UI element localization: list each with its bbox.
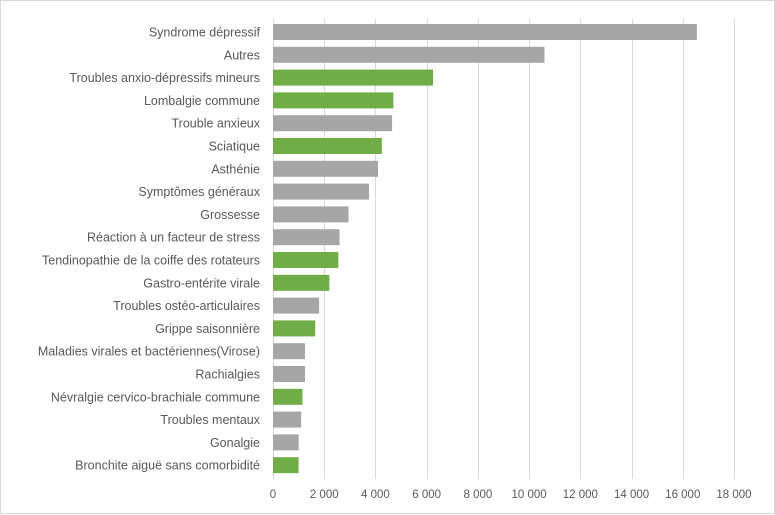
x-tick-label: 10 000 — [512, 489, 547, 501]
category-labels: Syndrome dépressif Autres Troubles anxio-d… — [38, 26, 261, 473]
x-axis-tick-labels: 0 2 000 4 000 6 000 8 000 10 000 12 000 14 000 1… — [270, 489, 752, 501]
category-label: Rachialgies — [195, 368, 260, 382]
category-label: Névralgie cervico-brachiale commune — [51, 390, 260, 404]
bar — [273, 457, 299, 474]
category-label: Tendinopathie de la coiffe des rotateurs — [42, 254, 260, 268]
bar — [273, 297, 320, 314]
bar — [273, 388, 303, 405]
category-label: Maladies virales et bactériennes(Virose) — [38, 345, 260, 359]
category-label: Bronchite aiguë sans comorbidité — [75, 459, 260, 473]
bar — [273, 343, 306, 360]
x-tick-label: 12 000 — [563, 489, 598, 501]
bar — [273, 115, 393, 132]
x-tick-label: 8 000 — [463, 489, 492, 501]
gridlines — [273, 19, 735, 479]
bar — [273, 69, 434, 86]
category-label: Troubles anxio-dépressifs mineurs — [69, 71, 260, 85]
bar — [273, 92, 394, 109]
bar — [273, 183, 370, 200]
category-label: Sciatique — [209, 140, 260, 154]
category-label: Autres — [224, 48, 260, 62]
x-tick-label: 2 000 — [310, 489, 339, 501]
bar — [273, 229, 340, 246]
category-label: Réaction à un facteur de stress — [87, 231, 260, 245]
bar — [273, 160, 379, 177]
x-tick-label: 14 000 — [614, 489, 649, 501]
bars — [273, 24, 697, 474]
x-tick-label: 6 000 — [412, 489, 441, 501]
category-label: Syndrome dépressif — [149, 26, 261, 40]
category-label: Grippe saisonnière — [155, 322, 260, 336]
x-tick-label: 18 000 — [716, 489, 751, 501]
category-label: Lombalgie commune — [144, 94, 260, 108]
category-label: Troubles mentaux — [160, 413, 260, 427]
category-label: Gonalgie — [210, 436, 260, 450]
x-tick-label: 16 000 — [665, 489, 700, 501]
bar — [273, 138, 382, 154]
category-label: Grossesse — [200, 208, 260, 222]
category-label: Gastro-entérite virale — [143, 276, 260, 290]
bar — [273, 366, 306, 382]
bar — [273, 206, 349, 223]
x-tick-label: 4 000 — [361, 489, 390, 501]
bar — [273, 434, 299, 451]
category-label: Trouble anxieux — [172, 117, 261, 131]
bar — [273, 24, 697, 40]
x-tick-label: 0 — [270, 489, 276, 501]
bar — [273, 411, 302, 428]
bar — [273, 320, 316, 337]
bar — [273, 252, 339, 268]
category-label: Troubles ostéo-articulaires — [113, 299, 260, 313]
category-label: Symptômes généraux — [138, 185, 260, 199]
bar — [273, 46, 545, 63]
bar — [273, 274, 330, 291]
category-label: Asthénie — [211, 162, 260, 176]
